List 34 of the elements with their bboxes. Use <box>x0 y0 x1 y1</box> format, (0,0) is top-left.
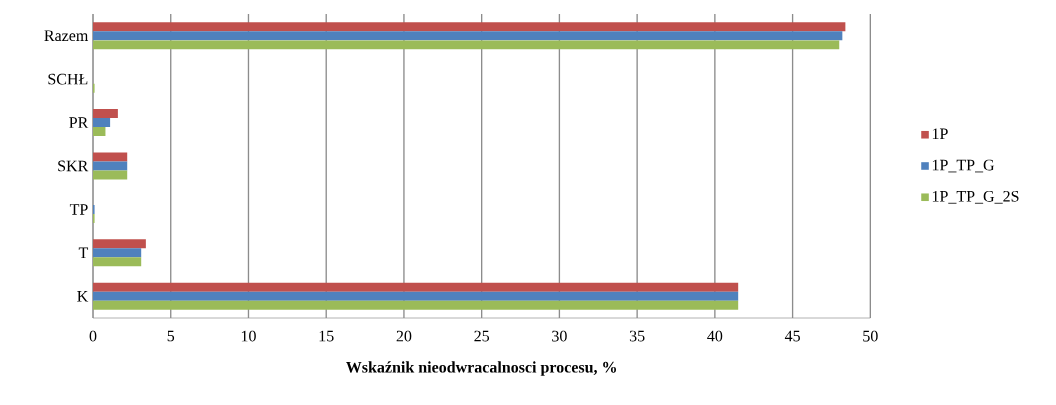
y-tick-label: TP <box>69 204 88 215</box>
legend-label: 1P_TP_G <box>932 159 995 173</box>
x-tick-label: 5 <box>167 330 175 342</box>
y-tick-label: Razem <box>44 30 89 42</box>
bar <box>93 248 142 258</box>
x-axis-title: Wskaźnik nieodwracalnosci procesu, % <box>346 361 617 376</box>
x-tick-label: 20 <box>396 330 412 342</box>
bar <box>93 152 128 162</box>
bar <box>93 239 146 249</box>
y-tick-label: SKR <box>58 160 89 172</box>
x-tick-label: 35 <box>629 330 645 342</box>
x-tick-label: 50 <box>863 330 878 342</box>
legend-label: 1P <box>932 128 948 140</box>
x-tick-label: 40 <box>707 330 723 342</box>
x-tick-label: 25 <box>474 330 490 342</box>
bar <box>93 300 739 310</box>
bar <box>93 109 118 119</box>
bar <box>93 257 142 267</box>
x-tick-label: 10 <box>241 330 256 342</box>
y-tick-label: K <box>77 291 89 302</box>
x-tick-label: 0 <box>89 330 97 342</box>
y-tick-label: PR <box>69 117 89 128</box>
bar <box>93 31 843 41</box>
legend-label: 1P_TP_G_2S <box>932 190 1019 204</box>
bar <box>93 118 111 128</box>
y-tick-label: SCHŁ <box>48 73 88 85</box>
bar <box>93 291 739 301</box>
x-tick-label: 45 <box>784 330 800 342</box>
x-tick-label: 30 <box>552 330 567 342</box>
bar <box>93 22 846 32</box>
bar <box>93 282 739 292</box>
bar <box>93 170 128 180</box>
y-tick-label: T <box>78 247 89 259</box>
x-tick-label: 15 <box>319 330 334 342</box>
